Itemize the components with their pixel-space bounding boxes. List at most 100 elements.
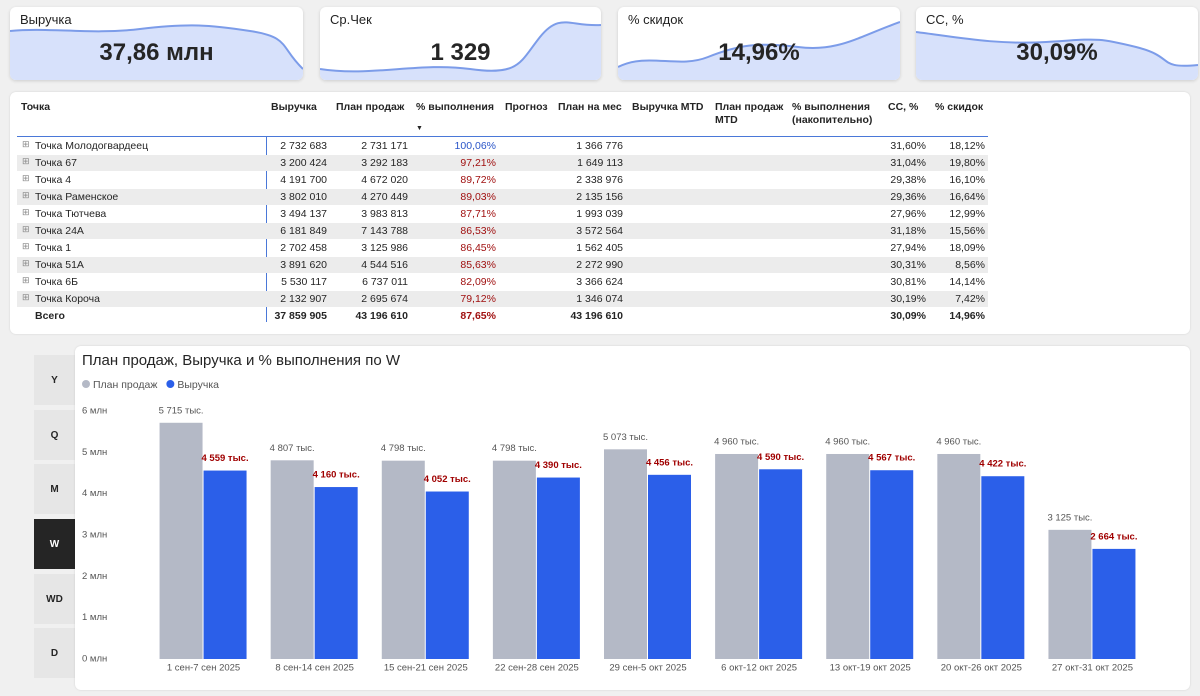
column-header: % выполнения [416, 101, 494, 113]
bar [715, 453, 759, 659]
expand-icon: ⊞ [22, 139, 30, 149]
table-cell: 1 346 074 [576, 293, 623, 305]
x-tick-label: 27 окт-31 окт 2025 [1052, 663, 1133, 674]
expand-icon: ⊞ [22, 207, 30, 217]
table-cell: 87,65% [460, 310, 496, 322]
expand-icon: ⊞ [22, 275, 30, 285]
data-label: 4 559 тыс. [202, 453, 249, 464]
row-band [17, 257, 988, 273]
table-cell: 3 200 424 [280, 157, 327, 169]
period-button[interactable]: Y [34, 355, 75, 405]
table-cell: Точка Тютчева [35, 208, 107, 220]
legend-label: Выручка [177, 379, 219, 391]
table-cell: 97,21% [460, 157, 496, 169]
bar [159, 422, 203, 659]
column-header: СС, % [888, 101, 919, 113]
table-cell: 29,38% [890, 174, 926, 186]
period-button[interactable]: M [34, 464, 75, 514]
table-cell: Точка 4 [35, 174, 72, 186]
x-tick-label: 22 сен-28 сен 2025 [495, 663, 579, 674]
table-cell: 7,42% [955, 293, 985, 305]
table-cell: 12,99% [949, 208, 985, 220]
column-header: План продаж MTD [715, 101, 784, 126]
column-header: Выручка MTD [632, 101, 704, 113]
period-button[interactable]: Q [34, 410, 75, 460]
data-label: 4 798 тыс. [381, 443, 426, 454]
table-cell: 1 366 776 [576, 140, 623, 152]
table-panel: Точка Выручка План продаж % выполнения Прогн… [10, 92, 1190, 334]
data-label: 4 456 тыс. [646, 457, 693, 468]
sort-indicator: ▼ [416, 125, 423, 132]
expand-icon: ⊞ [22, 241, 30, 251]
table-cell: 3 572 564 [576, 225, 623, 237]
table-cell: 14,14% [949, 276, 985, 288]
table-cell: 86,45% [460, 242, 496, 254]
table-cell: Точка Молодогвардеец [35, 140, 149, 152]
table-cell: 4 191 700 [280, 174, 327, 186]
table-cell: 6 737 011 [362, 276, 408, 288]
table-cell: 27,96% [890, 208, 926, 220]
x-tick-label: 20 окт-26 окт 2025 [941, 663, 1022, 674]
kpi-title: Выручка [20, 12, 72, 27]
table-cell: Всего [35, 310, 65, 322]
column-header: Точка [21, 101, 51, 113]
table-cell: 2 135 156 [576, 191, 623, 203]
column-header: План на мес [558, 101, 622, 113]
table-cell: 2 338 976 [576, 174, 623, 186]
bar [648, 474, 691, 659]
table-cell: 7 143 788 [361, 225, 408, 237]
y-tick-label: 1 млн [82, 612, 107, 623]
period-button[interactable]: WD [34, 574, 75, 624]
column-header: План продаж [336, 101, 405, 113]
period-button[interactable]: D [34, 628, 75, 678]
legend-marker [82, 380, 90, 388]
table-cell: 100,06% [454, 140, 496, 152]
bar [604, 449, 647, 659]
table-cell: 6 181 849 [280, 225, 327, 237]
table-cell: 5 530 117 [281, 276, 327, 288]
table-cell: Точка 1 [35, 242, 72, 254]
table-cell: 2 132 907 [280, 293, 327, 305]
data-label: 4 567 тыс. [868, 453, 915, 464]
expand-icon: ⊞ [22, 224, 30, 234]
expand-icon: ⊞ [22, 190, 30, 200]
y-tick-label: 5 млн [82, 447, 107, 458]
sparkline [10, 24, 303, 80]
kpi-value: 1 329 [430, 39, 491, 66]
table-cell: 2 732 683 [280, 140, 327, 152]
data-label: 4 960 тыс. [825, 437, 870, 448]
y-tick-label: 0 млн [82, 654, 107, 665]
table: Точка Выручка План продаж % выполнения Прогн… [10, 92, 1190, 334]
data-label: 2 664 тыс. [1090, 531, 1137, 542]
expand-icon: ⊞ [22, 156, 30, 166]
table-cell: 4 270 449 [361, 191, 408, 203]
table-cell: 29,36% [890, 191, 926, 203]
bar [381, 460, 425, 659]
table-cell: 2 731 171 [361, 140, 408, 152]
table-cell: 87,71% [460, 208, 496, 220]
x-tick-label: 1 сен-7 сен 2025 [167, 663, 240, 674]
table-cell: 18,09% [949, 242, 985, 254]
x-tick-label: 13 окт-19 окт 2025 [830, 663, 911, 674]
table-cell: 31,18% [890, 225, 926, 237]
row-band [17, 291, 988, 307]
data-label: 5 715 тыс. [159, 405, 204, 416]
legend-marker [166, 380, 175, 388]
x-tick-label: 15 сен-21 сен 2025 [384, 663, 468, 674]
table-cell: Точка Короча [35, 293, 100, 305]
table-cell: Точка 6Б [35, 276, 78, 288]
table-cell: 89,72% [460, 174, 496, 186]
table-cell: 14,96% [949, 310, 985, 322]
kpi-card: Выручка 37,86 млн [10, 7, 303, 80]
table-cell: 79,12% [460, 293, 496, 305]
table-cell: 3 891 620 [280, 259, 327, 271]
table-cell: 3 292 183 [361, 157, 408, 169]
kpi-value: 37,86 млн [99, 39, 214, 66]
x-tick-label: 6 окт-12 окт 2025 [721, 663, 797, 674]
expand-icon: ⊞ [22, 258, 30, 268]
data-label: 4 052 тыс. [424, 474, 471, 485]
table-cell: 3 366 624 [576, 276, 623, 288]
period-button[interactable]: W [34, 519, 75, 569]
